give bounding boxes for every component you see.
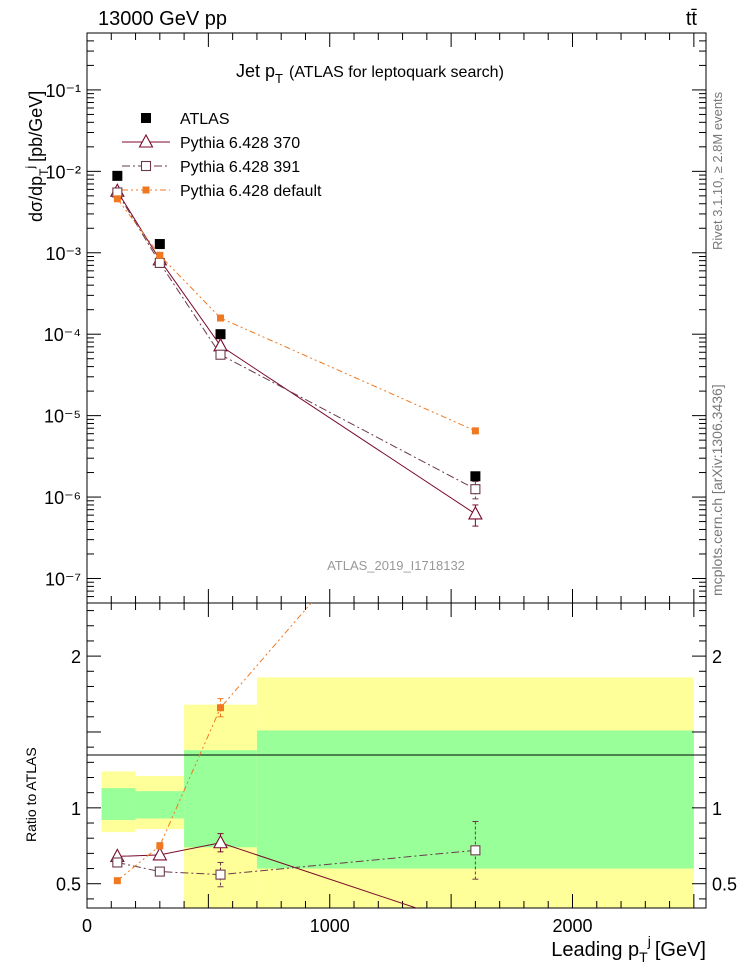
side-label-mcplots: mcplots.cern.ch [arXiv:1306.3436]: [709, 384, 725, 596]
header-right: tt̄: [686, 8, 698, 30]
main-data-point: [156, 251, 164, 259]
main-data-point: [470, 484, 481, 495]
main-data-point: [154, 257, 165, 268]
main-series-line: [116, 192, 476, 490]
main-y-tick-label: 10⁻³: [45, 244, 81, 264]
main-data-point: [215, 329, 226, 340]
main-y-tick-label: 10⁻⁴: [44, 325, 81, 345]
legend-marker: [141, 113, 151, 123]
ratio-data-point: [469, 921, 482, 933]
main-data-point: [112, 170, 123, 181]
legend: ATLAS Pythia 6.428 370 Pythia 6.428 391 Pyt…: [122, 111, 322, 200]
legend-marker: [142, 186, 150, 194]
ratio-band-inner-1: [135, 791, 185, 819]
axis-ticks: 10⁻⁷ 10⁻⁶ 10⁻⁵ 10⁻⁴ 10⁻³ 10⁻² 10⁻¹ 0 1000 2000 0.5…: [44, 32, 737, 936]
ratio-x-tick-label: 0: [82, 916, 92, 936]
ratio-x-tick-label: 2000: [552, 916, 592, 936]
main-series-3: [113, 195, 479, 435]
ratio-series-1: [112, 821, 481, 888]
ratio-data-point: [213, 834, 228, 849]
ratio-series-2: [113, 410, 479, 885]
legend-marker: [138, 133, 154, 148]
legend-label: Pythia 6.428 391: [180, 159, 300, 176]
main-y-tick-label: 10⁻⁵: [44, 407, 81, 427]
ratio-data-point: [112, 857, 123, 868]
ratio-data-point: [215, 869, 226, 880]
ratio-x-tick-label: 1000: [310, 916, 350, 936]
main-data-point: [467, 505, 483, 520]
main-data-point: [213, 337, 228, 352]
main-title: Jet pT (ATLAS for leptoquark search): [236, 61, 504, 86]
main-y-tick-label: 10⁻²: [45, 162, 81, 182]
main-series-line: [116, 190, 476, 515]
ratio-data-point: [113, 877, 121, 885]
main-y-tick-label: 10⁻⁶: [44, 488, 81, 508]
ratio-series-layer: [109, 410, 482, 933]
main-y-tick-label: 10⁻⁷: [45, 569, 81, 589]
ratio-y-tick-label-right: 2: [712, 647, 722, 667]
ratio-data-point: [154, 866, 165, 877]
legend-marker: [140, 160, 152, 172]
main-series-0: [112, 170, 481, 482]
main-data-point: [470, 471, 481, 482]
main-ylabel: dσ/dpTj[pb/GeV]: [23, 91, 51, 222]
ratio-band-inner-0: [101, 788, 136, 820]
legend-label: ATLAS: [180, 111, 230, 128]
ratio-series-line: [117, 842, 418, 908]
ratio-data-point: [217, 704, 225, 712]
ratio-y-tick-label-right: 1: [712, 799, 722, 819]
main-title-text: Jet p: [236, 61, 275, 81]
main-series-2: [112, 187, 481, 500]
ratio-y-tick-label: 2: [71, 647, 81, 667]
main-series-layer: [109, 170, 483, 527]
ratio-xlabel: Leading pTj [GeV]: [551, 933, 706, 965]
legend-label: Pythia 6.428 370: [180, 135, 300, 152]
ratio-data-point: [470, 845, 481, 856]
main-data-point: [154, 239, 165, 250]
main-data-point: [215, 349, 226, 360]
ratio-y-tick-label: 0.5: [56, 875, 81, 895]
header-left: 13000 GeV pp: [98, 8, 227, 30]
main-title-sub: T: [275, 71, 283, 86]
ratio-data-point: [156, 842, 164, 850]
main-data-point: [113, 195, 121, 203]
legend-label: Pythia 6.428 default: [180, 183, 322, 200]
side-label-rivet: Rivet 3.1.10, ≥ 2.8M events: [710, 91, 725, 250]
ratio-data-point: [152, 846, 168, 861]
ratio-data-point: [472, 410, 479, 417]
main-title-suffix: (ATLAS for leptoquark search): [289, 64, 504, 81]
ratio-band-inner-2: [184, 750, 257, 848]
ratio-y-tick-label: 1: [71, 799, 81, 819]
main-series-line: [116, 198, 476, 432]
ratio-series-line: [117, 849, 476, 876]
analysis-id: ATLAS_2019_I1718132: [327, 558, 465, 573]
main-series-1: [109, 183, 483, 527]
main-data-point: [217, 314, 225, 322]
main-y-tick-label: 10⁻¹: [45, 81, 81, 101]
ratio-bands: [101, 677, 694, 908]
ratio-ylabel: Ratio to ATLAS: [23, 747, 39, 842]
ratio-y-tick-label-right: 0.5: [712, 875, 737, 895]
main-data-point: [471, 427, 479, 435]
